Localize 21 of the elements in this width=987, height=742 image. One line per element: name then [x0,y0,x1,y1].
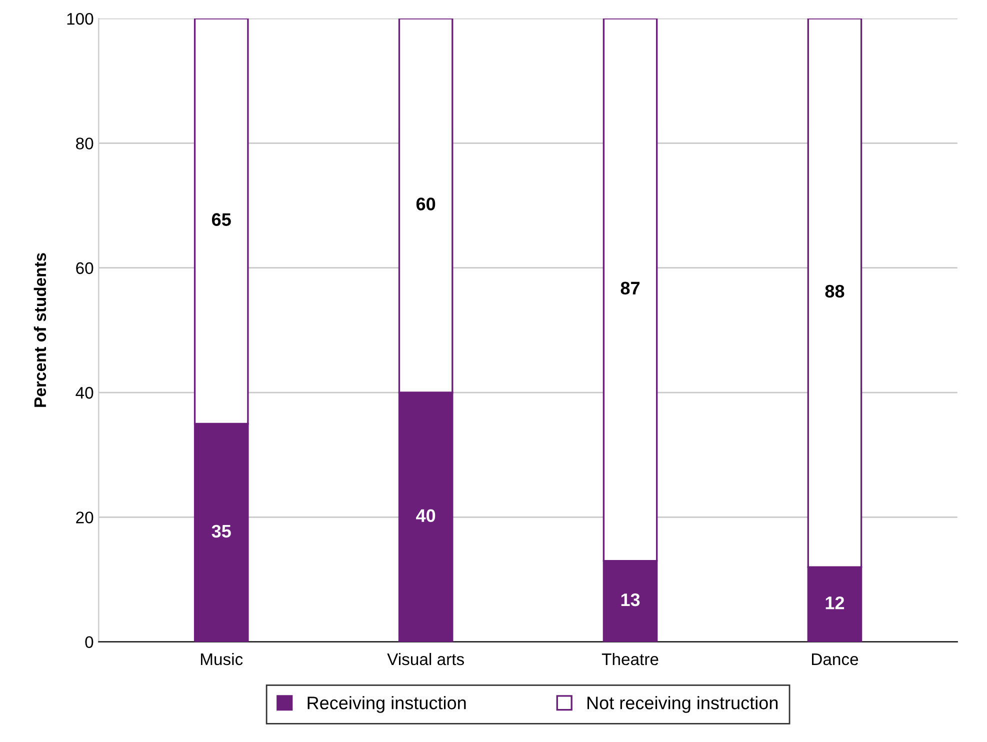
y-tick-label: 80 [76,138,94,150]
legend-label: Not receiving instruction [588,696,778,713]
y-tick-label: 60 [76,262,94,274]
data-label: 12 [826,596,844,610]
x-tick-label: Visual arts [387,652,464,666]
y-tick-label: 100 [67,12,94,25]
x-tick-label: Music [200,652,243,666]
y-tick-label: 40 [76,386,94,399]
data-label: 35 [212,524,231,538]
y-axis-title: Percent of students [34,253,46,407]
data-label: 65 [212,213,231,226]
legend-label: Receiving instuction [308,696,466,713]
x-tick-label: Theatre [602,652,658,666]
data-label: 87 [620,282,640,295]
data-label: 60 [416,198,436,210]
y-tick-label: 20 [76,512,94,524]
data-label: 88 [825,284,844,298]
data-label: 40 [416,509,436,522]
x-tick-label: Dance [812,654,858,666]
data-label: 13 [621,593,640,606]
y-tick-label: 0 [85,636,94,648]
